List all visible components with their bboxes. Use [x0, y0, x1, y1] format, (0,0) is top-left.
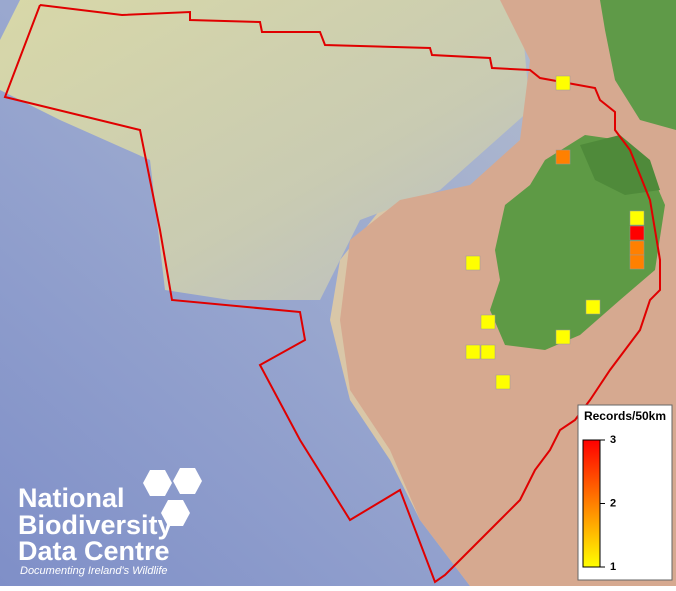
- record-square: [555, 75, 571, 91]
- record-square: [480, 344, 496, 360]
- legend-tick-label: 3: [610, 434, 616, 446]
- record-square: [495, 374, 511, 390]
- scotland: [600, 0, 676, 130]
- record-square: [629, 225, 645, 241]
- record-square: [480, 314, 496, 330]
- record-square: [555, 149, 571, 165]
- logo-hex: [173, 468, 202, 494]
- logo: National Biodiversity Data Centre Docume…: [18, 468, 202, 577]
- logo-hex: [143, 470, 172, 496]
- color-bar: [582, 439, 601, 568]
- record-square: [465, 255, 481, 271]
- record-square: [629, 210, 645, 226]
- record-square: [585, 299, 601, 315]
- continental-shelf: [0, 0, 530, 300]
- legend-tick-label: 2: [610, 497, 616, 509]
- legend-title: Records/50km: [584, 409, 666, 423]
- record-square: [629, 254, 645, 270]
- logo-line: Data Centre: [18, 536, 170, 566]
- logo-line: National: [18, 483, 125, 513]
- northern-ireland: [580, 135, 660, 195]
- record-square: [629, 240, 645, 256]
- logo-hex: [161, 500, 190, 526]
- legend: Records/50km 1 2 3: [577, 404, 673, 581]
- logo-tagline: Documenting Ireland's Wildlife: [20, 565, 168, 577]
- logo-line: Biodiversity: [18, 510, 173, 540]
- legend-tick-label: 1: [610, 561, 616, 573]
- record-square: [465, 344, 481, 360]
- boundary: [3, 4, 661, 584]
- record-square: [555, 329, 571, 345]
- record-squares: [465, 75, 645, 390]
